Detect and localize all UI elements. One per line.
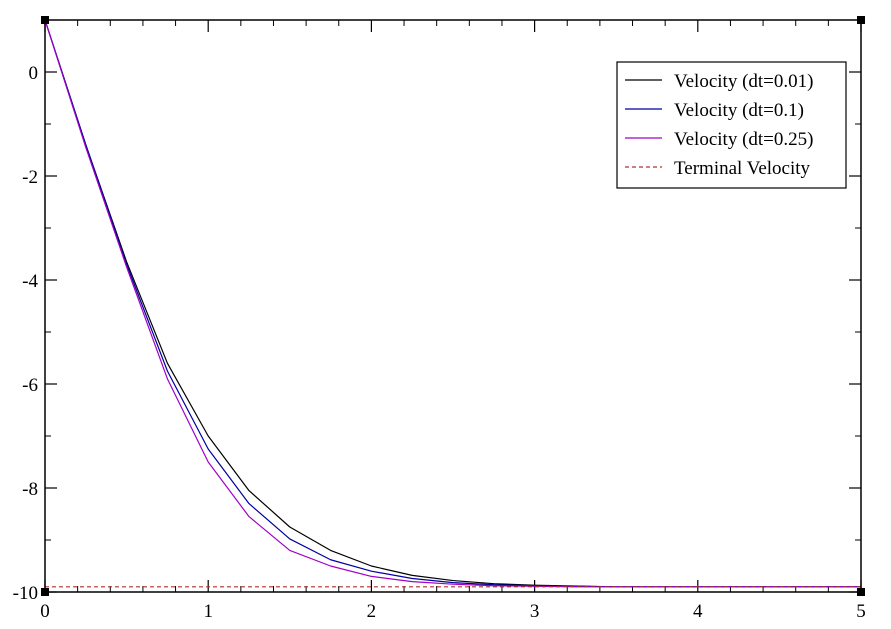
x-tick-label: 2 — [367, 601, 377, 622]
corner-handle-bottom-left — [41, 588, 49, 596]
legend-label: Velocity (dt=0.25) — [674, 129, 813, 150]
legend-label: Terminal Velocity — [674, 158, 811, 179]
plot-frame — [44, 19, 862, 593]
x-tick-label: 0 — [40, 601, 50, 622]
y-tick-label: -6 — [22, 375, 38, 396]
x-tick-label: 3 — [530, 601, 540, 622]
series-lines — [44, 19, 861, 588]
y-tick-label: -8 — [22, 479, 38, 500]
corner-handle-top-right — [857, 16, 865, 24]
legend-label: Velocity (dt=0.01) — [674, 71, 813, 92]
legend: Velocity (dt=0.01) Velocity (dt=0.1) Veloc… — [616, 61, 847, 189]
corner-handle-bottom-right — [857, 588, 865, 596]
x-tick-label: 4 — [693, 601, 703, 622]
y-tick-label: -10 — [13, 583, 38, 604]
corner-handle-top-left — [41, 16, 49, 24]
x-tick-label: 5 — [856, 601, 866, 622]
legend-label: Velocity (dt=0.1) — [674, 100, 804, 121]
frame-corner-handles — [41, 16, 865, 596]
y-tick-label: -2 — [22, 167, 38, 188]
y-tick-label: 0 — [29, 63, 39, 84]
x-tick-label: 1 — [203, 601, 213, 622]
y-tick-label: -4 — [22, 271, 38, 292]
